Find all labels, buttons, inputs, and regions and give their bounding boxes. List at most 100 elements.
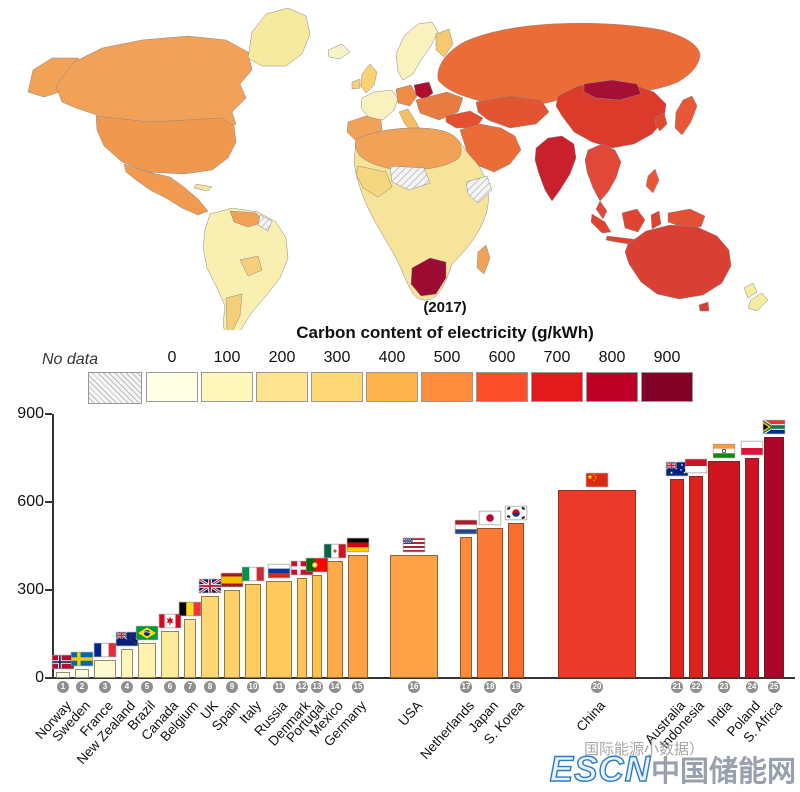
y-axis-tick xyxy=(45,589,52,591)
flag-japan-icon xyxy=(479,511,501,525)
map-region-sulawesi xyxy=(650,210,662,230)
bar-japan xyxy=(477,528,503,678)
map-region-north-africa xyxy=(354,127,462,171)
bar-france xyxy=(94,660,116,678)
y-axis-tick xyxy=(45,501,52,503)
bar-china xyxy=(558,490,636,678)
flag-sweden-icon xyxy=(71,652,93,666)
legend-bin-label: 900 xyxy=(653,349,681,366)
bar-russia xyxy=(266,581,292,678)
flag-germany-icon xyxy=(347,538,369,552)
map-region-mexico xyxy=(123,163,209,216)
map-region-usa xyxy=(95,115,237,175)
map-region-iceland xyxy=(327,43,351,60)
rank-badge-s-korea: 19 xyxy=(510,681,522,693)
map-region-poland xyxy=(413,81,434,101)
flag-france-icon xyxy=(94,643,116,657)
bar-germany xyxy=(348,555,368,678)
rank-badge-india: 23 xyxy=(718,681,730,693)
map-region-greenland xyxy=(247,7,311,67)
map-region-tasmania xyxy=(698,301,710,312)
bar-new-zealand xyxy=(121,649,133,678)
legend-no-data-label: No data xyxy=(42,351,99,368)
rank-badge-australia: 21 xyxy=(671,681,683,693)
rank-badge-mexico: 14 xyxy=(329,681,341,693)
map-region-uk xyxy=(360,63,378,94)
map-region-korea xyxy=(654,112,668,132)
bar-canada xyxy=(161,631,179,678)
bar-s-korea xyxy=(508,523,524,678)
legend-swatch xyxy=(586,372,638,402)
bar-sweden xyxy=(75,669,89,678)
flag-uk-icon xyxy=(198,577,222,595)
map-region-bolivia xyxy=(239,255,263,277)
rank-badge-sweden: 2 xyxy=(76,681,88,693)
watermark-source-text: 国际能源小数据） xyxy=(583,741,704,758)
legend-bin-label: 600 xyxy=(488,349,516,366)
flag-portugal-icon xyxy=(306,558,328,572)
rank-badge-japan: 18 xyxy=(484,681,496,693)
flag-brazil-icon xyxy=(136,626,158,640)
flag-canada-icon xyxy=(159,614,181,628)
bar-australia xyxy=(670,479,684,678)
flag-netherlands-icon xyxy=(455,520,477,534)
rank-badge-denmark: 12 xyxy=(296,681,308,693)
rank-badge-usa: 16 xyxy=(408,681,420,693)
legend-swatch xyxy=(146,372,198,402)
flag-russia-icon xyxy=(268,564,290,578)
legend-bin-label: 300 xyxy=(323,349,351,366)
map-region-india xyxy=(534,135,577,202)
map-region-mongolia xyxy=(583,79,642,101)
x-axis-line xyxy=(52,677,795,679)
flag-spain-icon xyxy=(221,573,243,587)
bar-s-africa xyxy=(764,437,784,678)
rank-badge-russia: 11 xyxy=(273,681,285,693)
bar-italy xyxy=(245,584,261,678)
legend-swatch xyxy=(311,372,363,402)
bar-mexico xyxy=(327,561,343,678)
rank-badge-indonesia: 22 xyxy=(690,681,702,693)
map-region-eastern-europe xyxy=(415,91,464,121)
map-region-guyana xyxy=(257,214,273,232)
legend-bin-label: 0 xyxy=(167,349,177,366)
bar-belgium xyxy=(184,619,196,678)
legend-bin-label: 700 xyxy=(543,349,571,366)
legend-swatch xyxy=(421,372,473,402)
bar-denmark xyxy=(297,578,307,678)
watermark-logo-en: ESCN xyxy=(549,749,651,789)
legend-bin-label: 200 xyxy=(268,349,296,366)
legend-swatch xyxy=(641,372,693,402)
map-region-ireland xyxy=(351,78,361,90)
map-region-sumatra xyxy=(590,213,612,234)
flag-poland-icon xyxy=(741,441,763,455)
flag-new-zealand-icon xyxy=(115,631,138,646)
legend-bin-label: 800 xyxy=(598,349,626,366)
map-year-label: (2017) xyxy=(423,299,467,316)
map-region-malay xyxy=(595,200,608,220)
legend-no-data-swatch xyxy=(88,372,142,404)
rank-badge-new-zealand: 4 xyxy=(121,681,133,693)
map-region-se-asia xyxy=(584,143,622,202)
legend-swatch xyxy=(531,372,583,402)
rank-badge-portugal: 13 xyxy=(311,681,323,693)
flag-indonesia-icon xyxy=(685,459,707,473)
flag-china-icon xyxy=(586,473,608,487)
rank-badge-norway: 1 xyxy=(57,681,69,693)
rank-badge-netherlands: 17 xyxy=(460,681,472,693)
bar-brazil xyxy=(138,643,156,678)
map-region-new-zealand xyxy=(743,282,769,312)
rank-badge-spain: 9 xyxy=(226,681,238,693)
flag-usa-icon xyxy=(403,538,425,552)
map-region-borneo xyxy=(621,208,646,233)
y-axis-line xyxy=(52,414,54,678)
map-region-argentina xyxy=(225,293,243,330)
rank-badge-poland: 24 xyxy=(746,681,758,693)
rank-badge-belgium: 7 xyxy=(184,681,196,693)
map-region-venezuela xyxy=(229,210,265,228)
rank-badge-s-africa: 25 xyxy=(768,681,780,693)
map-region-madagascar xyxy=(476,244,491,275)
world-map xyxy=(27,7,769,330)
bar-portugal xyxy=(312,575,322,678)
watermark-logo: ESCN中国储能网 xyxy=(549,748,796,790)
legend-bin-label: 500 xyxy=(433,349,461,366)
